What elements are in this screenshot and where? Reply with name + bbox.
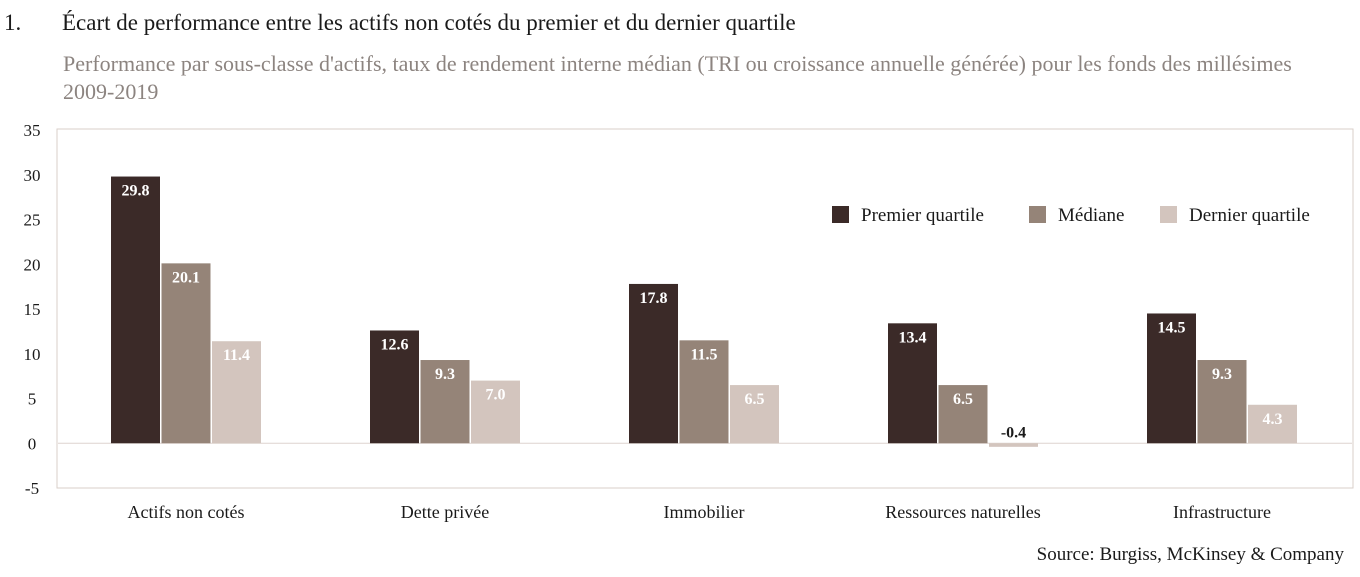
data-label: 9.3 [435, 366, 455, 383]
data-label: 29.8 [122, 183, 150, 200]
y-tick-label: 25 [24, 211, 41, 230]
legend-label: Dernier quartile [1189, 205, 1310, 226]
x-axis: Actifs non cotés Dette privée Immobilier Re… [128, 502, 1271, 522]
data-label: 9.3 [1212, 366, 1232, 383]
x-tick-label: Infrastructure [1173, 502, 1271, 522]
legend: Premier quartile Médiane Dernier quartile [832, 205, 1310, 226]
y-tick-label: 15 [24, 300, 41, 319]
bar [629, 283, 678, 444]
x-tick-label: Dette privée [401, 502, 489, 522]
x-tick-label: Immobilier [664, 502, 745, 522]
y-tick-label: 0 [28, 434, 37, 453]
bar [420, 360, 470, 444]
bar [212, 341, 261, 444]
legend-swatch [1160, 206, 1177, 223]
bar [1248, 404, 1297, 444]
data-label: 4.3 [1263, 411, 1283, 428]
bar [989, 443, 1038, 447]
chart-title-row: 1. Écart de performance entre les actifs … [4, 10, 796, 36]
data-label: 11.4 [223, 347, 250, 364]
chart-title: Écart de performance entre les actifs no… [62, 10, 796, 35]
chart-subtitle: Performance par sous-classe d'actifs, ta… [63, 51, 1292, 104]
y-tick-label: 30 [24, 166, 41, 185]
y-axis: 35 30 25 20 15 10 5 0 -5 [24, 121, 41, 498]
data-label: 6.5 [953, 391, 973, 408]
data-label: 13.4 [899, 329, 927, 346]
bar [679, 340, 729, 444]
legend-label: Premier quartile [861, 205, 984, 226]
x-tick-label: Ressources naturelles [885, 502, 1040, 522]
bars: 29.8 20.1 11.4 12.6 9.3 7.0 17.8 11.5 6.5 13.4 6.5… [111, 176, 1297, 447]
data-label: 17.8 [640, 290, 668, 307]
data-label: 6.5 [745, 391, 765, 408]
source-note: Source: Burgiss, McKinsey & Company [1036, 544, 1344, 565]
bar [1147, 313, 1196, 444]
y-tick-label: -5 [25, 479, 39, 498]
data-label: 20.1 [172, 269, 200, 286]
y-tick-label: 20 [24, 255, 41, 274]
plot-frame [56, 128, 1354, 489]
bar [730, 385, 779, 444]
y-tick-label: 35 [24, 121, 41, 140]
bar [370, 330, 419, 444]
legend-swatch [832, 206, 849, 223]
bar [161, 263, 211, 444]
data-label: -0.4 [1001, 424, 1026, 441]
bar [888, 323, 937, 444]
y-tick-label: 10 [24, 345, 41, 364]
y-tick-label: 5 [28, 390, 37, 409]
bar [111, 176, 160, 444]
data-label: 12.6 [381, 336, 409, 353]
legend-swatch [1029, 206, 1046, 223]
x-tick-label: Actifs non cotés [128, 502, 245, 522]
data-label: 14.5 [1158, 319, 1186, 336]
bar [938, 385, 988, 444]
figure-number: 1. [4, 10, 22, 35]
bar [1197, 360, 1247, 444]
legend-label: Médiane [1058, 205, 1124, 226]
data-label: 11.5 [690, 346, 717, 363]
data-label: 7.0 [486, 387, 506, 404]
bar [471, 380, 520, 444]
